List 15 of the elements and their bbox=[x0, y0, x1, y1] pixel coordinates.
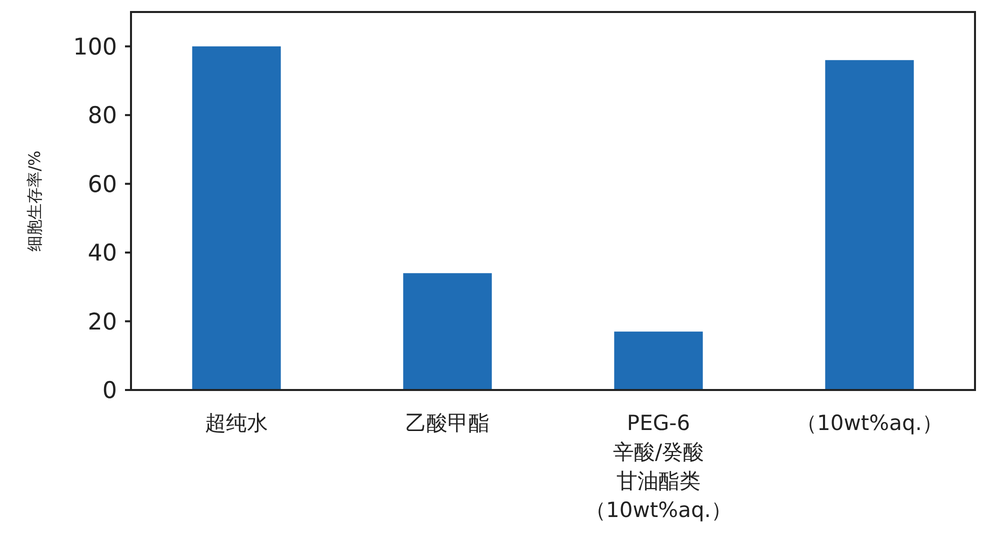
y-tick-label: 80 bbox=[88, 103, 117, 130]
bar bbox=[403, 273, 492, 390]
x-tick-label: （10wt%aq.） bbox=[796, 411, 943, 435]
x-tick-label: PEG-6 辛酸/癸酸甘油酯类（10wt%aq.） bbox=[585, 411, 732, 522]
y-tick-label: 0 bbox=[102, 378, 117, 404]
bar bbox=[192, 46, 281, 390]
bar bbox=[614, 332, 703, 390]
x-tick-label: 超纯水 bbox=[205, 411, 268, 435]
y-tick-label: 20 bbox=[88, 309, 117, 336]
y-tick-label: 100 bbox=[73, 34, 117, 60]
x-tick-label: 乙酸甲酯 bbox=[406, 411, 490, 435]
bar bbox=[825, 60, 914, 390]
y-tick-label: 40 bbox=[88, 240, 117, 267]
y-tick-label: 60 bbox=[88, 172, 117, 198]
y-axis-title: 细胞生存率/% bbox=[25, 150, 44, 252]
